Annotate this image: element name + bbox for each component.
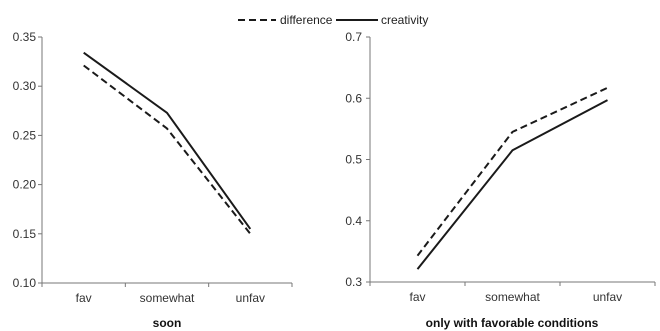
y-tick-label: 0.20 xyxy=(13,178,37,192)
y-tick-label: 0.4 xyxy=(345,214,362,228)
panel-title: soon xyxy=(153,316,182,330)
legend-label-difference: difference xyxy=(280,13,333,27)
y-tick-label: 0.6 xyxy=(345,91,362,105)
x-tick-label-unfav: unfav xyxy=(593,290,622,304)
y-tick-label: 0.3 xyxy=(345,275,362,289)
legend: difference creativity xyxy=(238,13,428,27)
y-tick-label: 0.7 xyxy=(345,30,362,44)
series-line-creativity xyxy=(83,51,252,230)
panel-title: only with favorable conditions xyxy=(426,316,599,330)
y-tick-label: 0.15 xyxy=(13,227,37,241)
x-tick-label-somewhat: somewhat xyxy=(140,291,195,305)
y-tick-label: 0.25 xyxy=(13,128,37,142)
x-tick-label-unfav: unfav xyxy=(236,291,265,305)
y-tick-label: 0.10 xyxy=(13,276,37,290)
chart-panel-right: 0.3 0.4 0.5 0.6 0.7 fav somewhat unfav only with… xyxy=(345,30,656,330)
series-line-difference xyxy=(416,86,608,257)
x-tick-label-fav: fav xyxy=(409,290,425,304)
legend-label-creativity: creativity xyxy=(381,13,428,27)
series-line-creativity xyxy=(416,99,608,270)
y-tick-label: 0.5 xyxy=(345,153,362,167)
y-tick-label: 0.30 xyxy=(13,79,37,93)
x-tick-label-fav: fav xyxy=(76,291,92,305)
x-tick-label-somewhat: somewhat xyxy=(485,290,540,304)
series-line-difference xyxy=(83,64,252,235)
chart-panel-left: 0.10 0.15 0.20 0.25 0.30 0.35 fav somewhat unfav… xyxy=(13,30,293,330)
y-tick-label: 0.35 xyxy=(13,30,37,44)
